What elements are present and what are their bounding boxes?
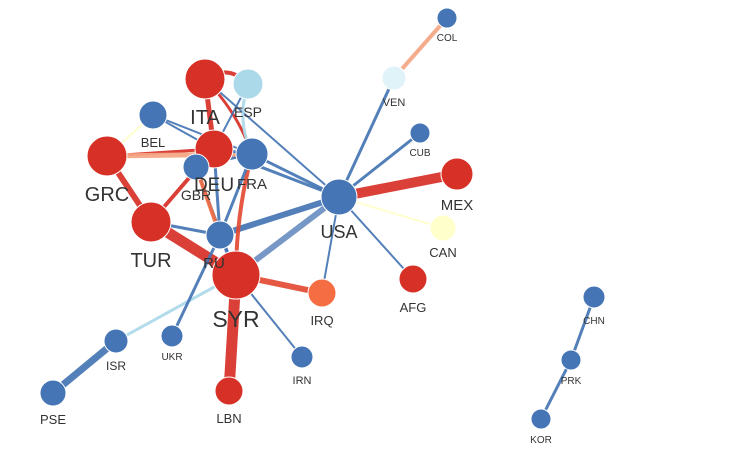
- edge-col-ven: [392, 16, 449, 80]
- node-label-grc: GRC: [85, 184, 129, 206]
- node-label-rus: RU: [203, 255, 225, 272]
- node-usa[interactable]: [320, 178, 358, 216]
- node-ita[interactable]: [184, 58, 226, 100]
- node-gbr[interactable]: [182, 153, 210, 181]
- node-label-afg: AFG: [400, 300, 427, 315]
- node-afg[interactable]: [398, 264, 428, 294]
- node-cub[interactable]: [409, 122, 431, 144]
- node-ukr[interactable]: [160, 324, 184, 348]
- node-label-chn: CHN: [583, 316, 605, 327]
- edge-mex-usa: [334, 169, 462, 202]
- node-label-tur: TUR: [130, 250, 171, 272]
- node-bel[interactable]: [138, 100, 168, 130]
- node-label-irq: IRQ: [310, 313, 333, 328]
- node-label-irn: IRN: [293, 375, 312, 387]
- node-syr[interactable]: [211, 250, 261, 300]
- node-label-ita: ITA: [190, 107, 220, 129]
- node-label-syr: SYR: [212, 306, 259, 332]
- node-label-can: CAN: [429, 245, 456, 260]
- node-label-gbr: GBR: [181, 187, 211, 203]
- node-irq[interactable]: [307, 278, 337, 308]
- node-label-esp: ESP: [234, 104, 262, 120]
- node-label-pse: PSE: [40, 412, 66, 427]
- node-isr[interactable]: [103, 328, 129, 354]
- node-can[interactable]: [429, 214, 457, 242]
- node-label-ukr: UKR: [161, 352, 182, 363]
- node-lbn[interactable]: [214, 376, 244, 406]
- node-chn[interactable]: [582, 285, 606, 309]
- edge-rus-ukr: [170, 233, 222, 338]
- node-label-mex: MEX: [441, 197, 474, 214]
- node-label-deu: DEU: [194, 175, 234, 196]
- edge-prk-kor: [539, 358, 573, 421]
- node-prk[interactable]: [560, 349, 582, 371]
- node-label-ven: VEN: [383, 97, 406, 109]
- edge-usa-ita: [204, 78, 340, 198]
- node-label-bel: BEL: [141, 135, 166, 150]
- node-fra[interactable]: [235, 137, 269, 171]
- node-label-isr: ISR: [106, 359, 126, 373]
- node-label-usa: USA: [320, 222, 357, 242]
- node-label-fra: FRA: [237, 176, 267, 193]
- edge-ven-usa: [337, 76, 396, 199]
- edge-isr-pse: [49, 337, 120, 397]
- node-col[interactable]: [436, 7, 458, 29]
- node-label-col: COL: [437, 33, 458, 44]
- node-irn[interactable]: [290, 345, 314, 369]
- node-kor[interactable]: [530, 408, 552, 430]
- label-layer: COL VEN CUB MEX CAN USA AFG IRQ IRN ITA ESP BEL DEU F…: [40, 33, 605, 446]
- node-ven[interactable]: [381, 65, 407, 91]
- node-label-cub: CUB: [409, 148, 430, 159]
- node-mex[interactable]: [440, 157, 474, 191]
- node-esp[interactable]: [232, 68, 264, 100]
- node-layer: [39, 7, 606, 430]
- node-label-prk: PRK: [561, 376, 582, 387]
- node-label-lbn: LBN: [216, 411, 241, 426]
- node-label-kor: KOR: [530, 435, 552, 446]
- node-rus[interactable]: [205, 220, 235, 250]
- node-pse[interactable]: [39, 379, 67, 407]
- node-tur[interactable]: [130, 201, 172, 243]
- node-grc[interactable]: [86, 135, 128, 177]
